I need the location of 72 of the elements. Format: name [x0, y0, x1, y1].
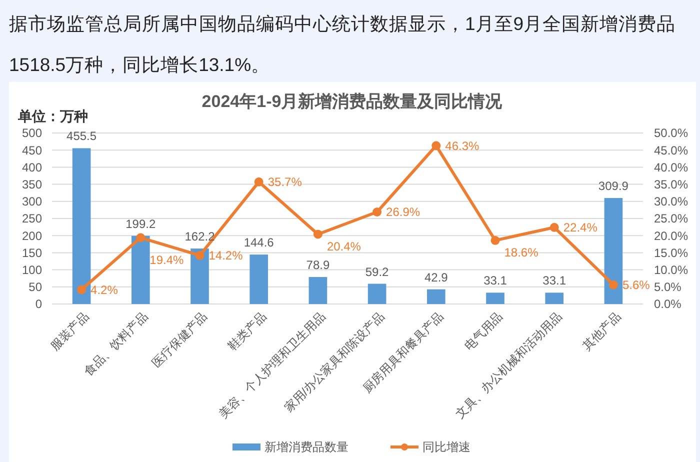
- bar: [545, 292, 564, 304]
- point: [432, 141, 441, 150]
- data-label: 162.2: [184, 230, 216, 244]
- point: [254, 177, 264, 186]
- bar: [308, 277, 328, 304]
- x-tick-label: 电气用品: [462, 309, 506, 354]
- x-tick-label: 鞋类产品: [225, 309, 269, 354]
- legend-label: 同比增速: [422, 440, 470, 454]
- data-label: 309.9: [598, 179, 629, 194]
- y2-tick-label: 35.0%: [654, 178, 688, 192]
- y2-tick-label: 15.0%: [654, 246, 688, 260]
- data-label: 46.3%: [445, 138, 480, 153]
- data-label: 78.9: [306, 258, 330, 272]
- data-label: 33.1: [542, 274, 566, 288]
- bar: [131, 236, 150, 304]
- bar: [368, 284, 386, 304]
- data-label: 20.4%: [326, 239, 362, 254]
- legend-label: 新增消费品数量: [264, 440, 348, 454]
- text: 据市场监管总局所属中国物品编码中心统计数据显示，1月至9月全国新增消费品1518.5万种，同比增长13.1%。: [9, 12, 677, 77]
- point: [372, 208, 382, 216]
- bar: [486, 292, 504, 304]
- data-label: 22.4%: [563, 220, 598, 235]
- data-label: 19.4%: [150, 252, 184, 267]
- data-label: 42.9: [424, 270, 448, 284]
- point: [195, 250, 204, 260]
- data-label: 5.6%: [622, 278, 650, 292]
- point: [313, 230, 322, 239]
- y2-tick-label: 50.0%: [654, 126, 688, 140]
- y-tick-label: 50: [28, 280, 42, 294]
- bar: [426, 289, 446, 304]
- y-tick-label: 0: [35, 297, 42, 312]
- point: [136, 233, 146, 242]
- y-tick-label: 250: [22, 212, 42, 226]
- data-label: 199.2: [126, 216, 156, 231]
- y2-tick-label: 0.0%: [654, 297, 682, 312]
- y2-tick-label: 30.0%: [654, 194, 688, 209]
- point: [490, 236, 500, 245]
- y-tick-label: 150: [22, 246, 42, 260]
- bar: [604, 198, 623, 304]
- y-tick-label: 300: [22, 194, 42, 209]
- y-tick-label: 450: [22, 143, 42, 158]
- y2-tick-label: 5.0%: [654, 280, 682, 294]
- y2-tick-label: 25.0%: [654, 212, 688, 226]
- y2-tick-label: 45.0%: [654, 143, 688, 158]
- x-tick-label: 服装产品: [48, 309, 92, 354]
- y-tick-label: 400: [22, 160, 42, 174]
- y-tick-label: 500: [22, 126, 42, 140]
- data-label: 144.6: [244, 236, 274, 250]
- y-tick-label: 100: [22, 263, 42, 277]
- point: [550, 222, 559, 232]
- data-label: 33.1: [484, 274, 508, 288]
- y-axis-title: 单位：万种: [17, 108, 88, 124]
- data-label: 59.2: [365, 264, 390, 279]
- y-tick-label: 200: [22, 228, 42, 243]
- data-label: 26.9%: [386, 205, 420, 220]
- bar: [190, 248, 209, 304]
- bar: [72, 148, 91, 304]
- data-label: 18.6%: [504, 246, 539, 260]
- data-label: 455.5: [66, 129, 97, 144]
- data-label: 35.7%: [268, 175, 302, 190]
- y-tick-label: 350: [22, 178, 42, 192]
- data-label: 4.2%: [90, 282, 118, 297]
- y2-tick-label: 40.0%: [654, 160, 688, 174]
- data-label: 14.2%: [208, 248, 244, 263]
- bar: [250, 254, 268, 304]
- y2-tick-label: 10.0%: [654, 263, 688, 277]
- chart-title: 2024年1-9月新增消费品数量及同比情况: [202, 92, 504, 111]
- x-tick-label: 医疗保健产品: [149, 309, 210, 370]
- point: [608, 280, 618, 290]
- point: [77, 285, 86, 294]
- y2-tick-label: 20.0%: [654, 228, 688, 243]
- x-tick-label: 其他产品: [580, 309, 624, 354]
